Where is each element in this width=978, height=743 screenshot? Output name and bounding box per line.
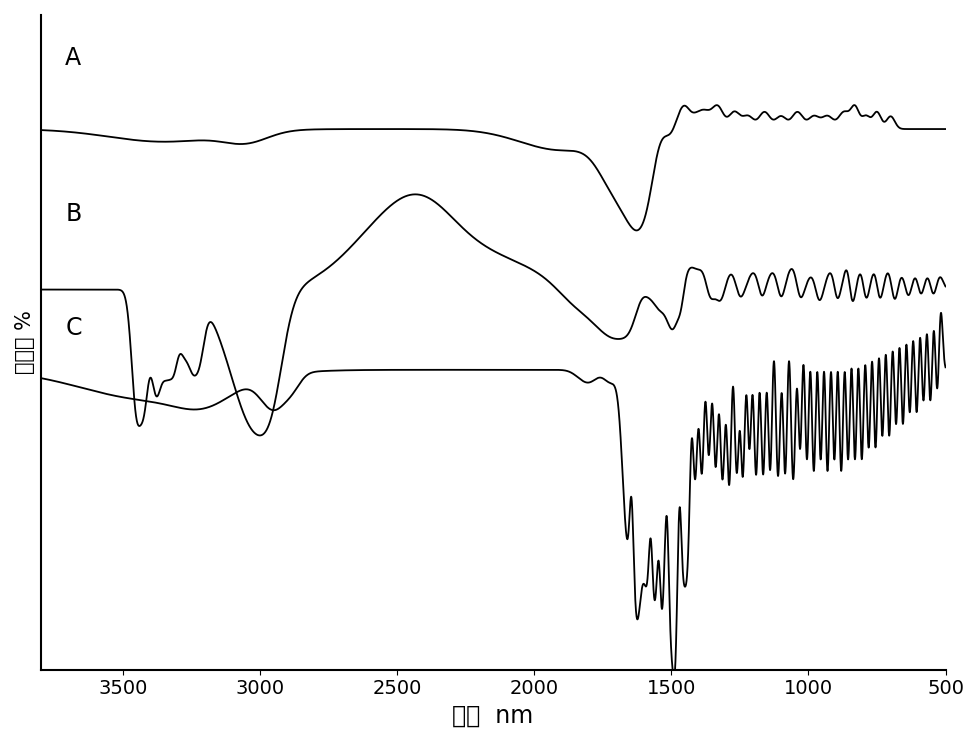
Text: C: C — [66, 317, 81, 340]
Y-axis label: 透过率 %: 透过率 % — [15, 311, 35, 374]
Text: A: A — [66, 46, 81, 70]
X-axis label: 波长  nm: 波长 nm — [452, 704, 533, 728]
Text: B: B — [66, 202, 81, 226]
